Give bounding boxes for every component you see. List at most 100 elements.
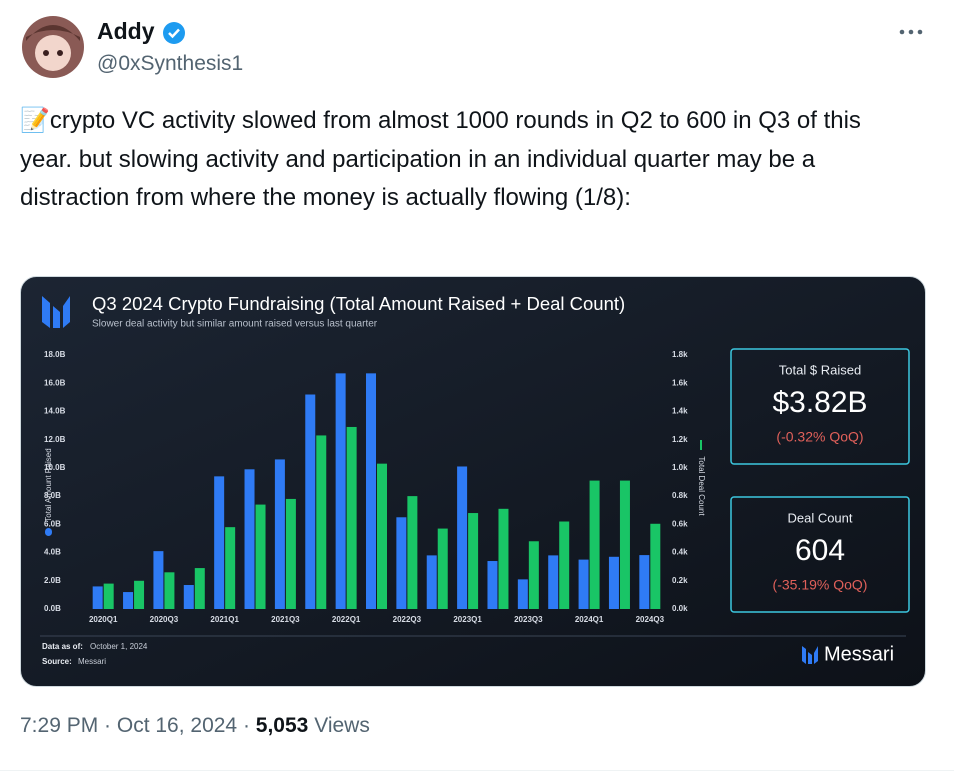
bar xyxy=(225,527,236,609)
y-axis-key xyxy=(45,528,52,536)
date-label: Data as of: xyxy=(42,642,83,651)
x-tick-label: 2022Q1 xyxy=(332,615,361,624)
stat-card xyxy=(730,348,910,465)
display-name[interactable]: Addy xyxy=(97,18,155,44)
bar xyxy=(650,523,661,609)
source-label: Source: xyxy=(42,657,72,666)
bar xyxy=(639,555,650,609)
bar xyxy=(426,555,437,609)
bar xyxy=(559,521,570,609)
bar xyxy=(619,480,630,609)
timestamp[interactable]: 7:29 PM · Oct 16, 2024 · xyxy=(20,714,250,737)
y-tick-label: 12.0B xyxy=(44,435,66,444)
y2-tick-label: 1.8k xyxy=(672,350,688,359)
bar xyxy=(103,583,114,609)
stat-change: (-35.19% QoQ) xyxy=(773,577,868,593)
views-label: Views xyxy=(314,714,370,737)
verified-badge xyxy=(163,22,185,44)
stat-label: Deal Count xyxy=(787,510,852,525)
x-tick-label: 2021Q3 xyxy=(271,615,300,624)
bar xyxy=(457,466,468,609)
bar xyxy=(517,579,528,609)
bar xyxy=(578,559,589,609)
bar xyxy=(498,508,509,609)
brand-logo xyxy=(802,646,818,664)
more-button[interactable] xyxy=(898,28,924,36)
y-tick-label: 10.0B xyxy=(44,463,66,472)
bar xyxy=(194,568,205,609)
x-tick-label: 2023Q1 xyxy=(453,615,482,624)
avatar[interactable] xyxy=(22,15,84,79)
brand: Messari xyxy=(824,643,894,665)
bar xyxy=(134,580,145,609)
date: October 1, 2024 xyxy=(90,642,148,651)
bar xyxy=(244,469,255,609)
bar xyxy=(468,513,479,609)
y-tick-label: 8.0B xyxy=(44,491,61,500)
bar xyxy=(316,435,327,609)
y2-tick-label: 1.4k xyxy=(672,407,688,416)
logo xyxy=(42,296,70,328)
bar xyxy=(214,476,225,609)
chart-subtitle: Slower deal activity but similar amount … xyxy=(92,319,378,330)
stat-value: 604 xyxy=(795,534,845,567)
x-tick-label: 2020Q1 xyxy=(89,615,118,624)
bar xyxy=(366,373,376,609)
y2-tick-label: 0.4k xyxy=(672,548,688,557)
x-tick-label: 2024Q1 xyxy=(575,615,604,624)
bar xyxy=(153,551,164,609)
chart-title: Q3 2024 Crypto Fundraising (Total Amount… xyxy=(92,293,625,314)
y-tick-label: 14.0B xyxy=(44,407,66,416)
bar xyxy=(437,528,448,609)
bar xyxy=(346,426,357,609)
bar xyxy=(396,517,407,609)
bar xyxy=(335,373,346,609)
chart-background xyxy=(20,276,926,687)
x-tick-label: 2020Q3 xyxy=(150,615,179,624)
y-axis-label: Total Amount Raised xyxy=(44,448,53,521)
y-tick-label: 16.0B xyxy=(44,378,66,387)
bar xyxy=(407,496,418,609)
bar xyxy=(255,504,266,609)
view-count: 5,053 xyxy=(255,714,309,737)
y2-tick-label: 0.0k xyxy=(672,604,688,613)
y-tick-label: 0.0B xyxy=(44,604,61,613)
y2-tick-label: 0.6k xyxy=(672,519,688,528)
y2-tick-label: 0.8k xyxy=(672,491,688,500)
stat-card xyxy=(730,496,910,613)
tweet-text: 📝crypto VC activity slowed from almost 1… xyxy=(20,107,861,211)
stat-change: (-0.32% QoQ) xyxy=(776,429,863,445)
y-tick-label: 2.0B xyxy=(44,576,61,585)
y2-axis-key xyxy=(700,440,702,450)
bar xyxy=(528,541,539,609)
y2-tick-label: 1.2k xyxy=(672,435,688,444)
stat-value: $3.82B xyxy=(772,386,867,419)
bar xyxy=(164,572,175,609)
bar xyxy=(285,498,296,609)
divider xyxy=(0,770,954,771)
x-tick-label: 2021Q1 xyxy=(210,615,239,624)
stat-label: Total $ Raised xyxy=(779,362,861,377)
y2-tick-label: 1.6k xyxy=(672,378,688,387)
y2-axis-label: Total Deal Count xyxy=(697,456,706,516)
bar xyxy=(305,394,316,609)
source: Messari xyxy=(78,657,106,666)
y-tick-label: 4.0B xyxy=(44,548,61,557)
bar xyxy=(274,459,285,609)
bar xyxy=(183,585,194,609)
chart-image[interactable]: Q3 2024 Crypto Fundraising (Total Amount… xyxy=(20,276,926,687)
bar xyxy=(377,463,387,609)
bar xyxy=(608,556,619,609)
bar xyxy=(589,480,600,609)
bar xyxy=(123,592,134,609)
y2-tick-label: 1.0k xyxy=(672,463,688,472)
x-tick-label: 2022Q3 xyxy=(393,615,422,624)
x-tick-label: 2024Q3 xyxy=(636,615,665,624)
y2-tick-label: 0.2k xyxy=(672,576,688,585)
bar xyxy=(92,586,103,609)
handle[interactable]: @0xSynthesis1 xyxy=(97,52,244,75)
y-tick-label: 18.0B xyxy=(44,350,66,359)
bar xyxy=(487,561,498,609)
bar xyxy=(548,555,559,609)
